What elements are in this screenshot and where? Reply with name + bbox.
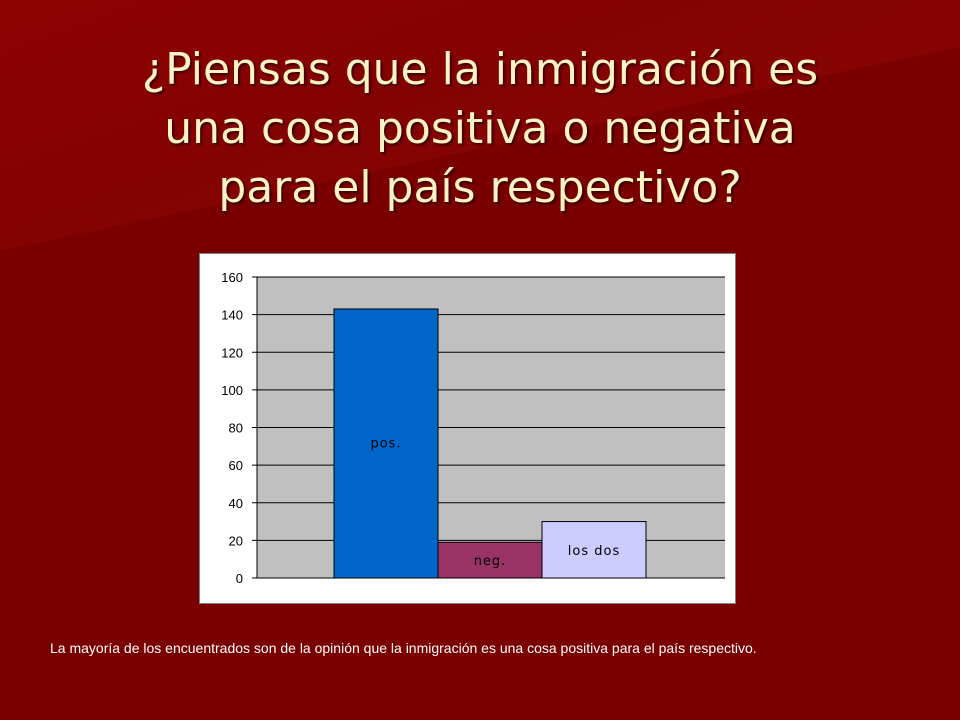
y-tick-label: 20 bbox=[229, 533, 243, 548]
bar-chart: 0 20 40 60 80 100 120 140 160 pos. neg. los dos bbox=[221, 270, 725, 586]
bar-1 bbox=[437, 541, 543, 579]
y-tick-label: 0 bbox=[236, 571, 243, 586]
y-tick-label: 80 bbox=[229, 421, 243, 436]
title-line-2: una cosa positiva o negativa bbox=[164, 103, 796, 154]
footnote: La mayoría de los encuentrados son de la… bbox=[50, 640, 757, 656]
y-tick-label: 60 bbox=[229, 458, 243, 473]
y-tick-label: 120 bbox=[221, 345, 243, 360]
bar-0 bbox=[333, 308, 439, 579]
bar-2 bbox=[541, 521, 647, 579]
chart-frame: 0 20 40 60 80 100 120 140 160 pos. neg. los dos bbox=[199, 253, 736, 604]
y-tick-label: 160 bbox=[221, 270, 243, 285]
y-tick-label: 100 bbox=[221, 383, 243, 398]
bar-label-2: los dos bbox=[568, 544, 620, 559]
y-tick-label: 40 bbox=[229, 496, 243, 511]
title-line-1: ¿Piensas que la inmigración es bbox=[141, 44, 819, 95]
y-tick-label: 140 bbox=[221, 308, 243, 323]
bar-label-0: pos. bbox=[370, 436, 401, 451]
title-line-3: para el país respectivo? bbox=[218, 162, 742, 213]
bar-label-1: neg. bbox=[474, 554, 507, 569]
slide-title: ¿Piensas que la inmigración es una cosa … bbox=[40, 40, 920, 217]
